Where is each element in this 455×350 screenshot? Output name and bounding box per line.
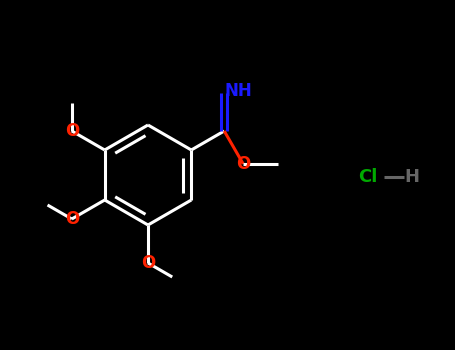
Text: Cl: Cl <box>359 168 378 186</box>
Text: H: H <box>404 168 420 186</box>
Text: O: O <box>65 210 79 228</box>
Text: O: O <box>65 122 79 140</box>
Text: O: O <box>236 155 250 173</box>
Text: NH: NH <box>224 82 252 100</box>
Text: O: O <box>141 254 155 272</box>
